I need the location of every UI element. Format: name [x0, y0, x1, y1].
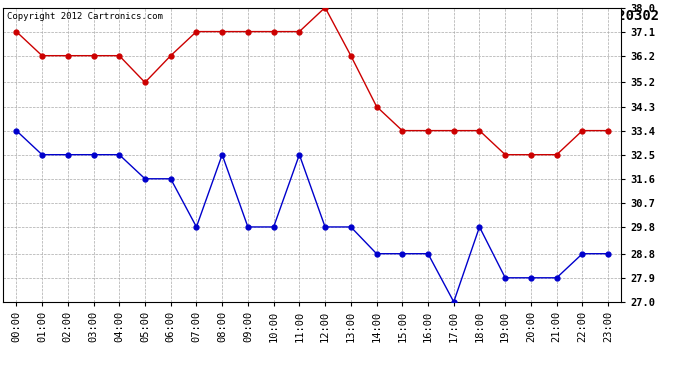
- Text: Outdoor Temperature (Red) vs THSW Index (Blue) per Hour (24 Hours) 20120302: Outdoor Temperature (Red) vs THSW Index …: [31, 9, 659, 23]
- Text: Copyright 2012 Cartronics.com: Copyright 2012 Cartronics.com: [6, 12, 162, 21]
